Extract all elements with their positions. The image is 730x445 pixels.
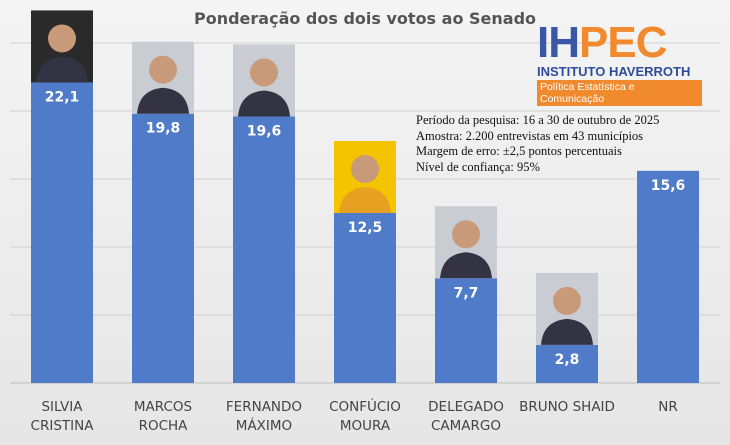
category-label: MOURA — [340, 418, 391, 434]
candidate-body — [440, 252, 492, 279]
category-label: SILVIA — [41, 399, 83, 415]
candidate-body — [541, 318, 593, 345]
candidate-body — [339, 187, 391, 213]
data-label: 12,5 — [348, 220, 383, 236]
data-label: 22,1 — [45, 89, 80, 105]
data-label: 15,6 — [651, 178, 686, 194]
candidate-face — [553, 286, 581, 315]
bar — [31, 82, 93, 383]
chart-title: Ponderação dos dois votos ao Senado — [193, 9, 537, 28]
candidate-body — [137, 87, 189, 114]
info-period: Período da pesquisa: 16 a 30 de outubro … — [416, 113, 660, 127]
data-label: 2,8 — [555, 352, 580, 368]
category-label: CRISTINA — [31, 418, 95, 434]
logo-name: INSTITUTO HAVERROTH — [537, 64, 691, 79]
candidate-face — [250, 58, 278, 87]
category-label: ROCHA — [139, 418, 189, 434]
category-label: BRUNO SHAID — [519, 399, 615, 415]
bar — [637, 170, 699, 383]
bar — [132, 113, 194, 383]
category-label: MÁXIMO — [236, 417, 292, 434]
category-label: MARCOS — [134, 399, 192, 415]
candidate-face — [452, 220, 480, 249]
data-label: 19,8 — [146, 121, 181, 137]
logo-tagline: Política Estatística e Comunicação — [537, 80, 702, 106]
bar — [334, 213, 396, 383]
category-label: DELEGADO — [428, 399, 504, 415]
survey-info: Período da pesquisa: 16 a 30 de outubro … — [416, 113, 659, 175]
info-sample: Amostra: 2.200 entrevistas em 43 municíp… — [416, 128, 644, 143]
data-label: 7,7 — [454, 285, 479, 301]
ihpec-logo: IHPEC INSTITUTO HAVERROTH Política Estat… — [537, 21, 702, 106]
candidate-face — [48, 24, 76, 53]
category-label: NR — [658, 399, 677, 415]
candidate-face — [149, 55, 177, 84]
bar — [233, 116, 295, 383]
category-label: CONFÚCIO — [329, 397, 401, 415]
candidate-face — [351, 155, 379, 183]
info-confidence: Nível de confiança: 95% — [416, 159, 540, 174]
category-label: CAMARGO — [431, 418, 501, 434]
info-margin: Margem de erro: ±2,5 pontos percentuais — [416, 144, 622, 158]
bar — [536, 344, 598, 383]
category-label: FERNANDO — [226, 399, 302, 415]
bar — [435, 278, 497, 383]
candidate-body — [36, 56, 88, 83]
data-label: 19,6 — [247, 123, 282, 139]
candidate-body — [238, 90, 290, 117]
